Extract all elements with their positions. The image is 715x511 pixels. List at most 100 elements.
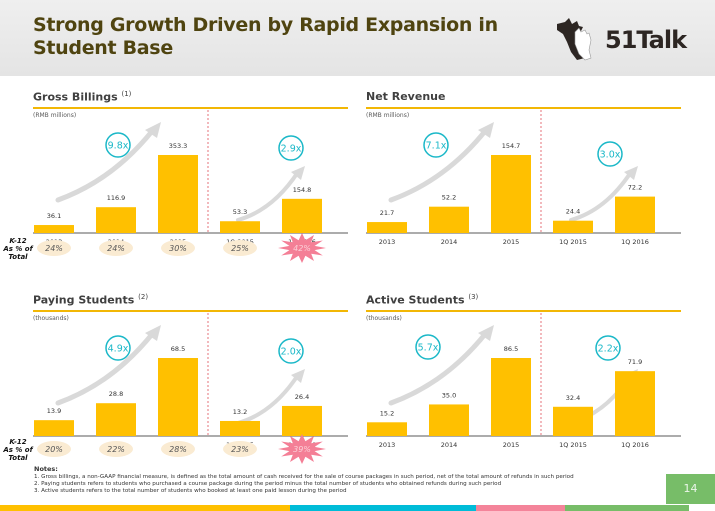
growth-multiplier-circle xyxy=(597,141,623,167)
chart-title-text: Net Revenue xyxy=(366,90,446,103)
x-tick-label: 2014 xyxy=(441,441,458,449)
slide-title: Strong Growth Driven by Rapid Expansion … xyxy=(33,14,498,60)
growth-arrow-quarterly xyxy=(236,170,300,222)
bar-1q-2016 xyxy=(615,371,655,436)
growth-multiplier-circle xyxy=(423,132,449,158)
k12-percent-badge xyxy=(161,240,195,256)
growth-arrow-annual xyxy=(55,127,156,203)
data-label: 13.2 xyxy=(233,408,247,416)
bar-2015 xyxy=(491,358,531,436)
chart-title-text: Paying Students xyxy=(33,293,135,307)
data-label: 154.7 xyxy=(502,142,521,150)
growth-multiplier-text: 2.0x xyxy=(281,347,302,358)
k12-percent-value: 20% xyxy=(45,445,63,454)
notes: Notes: 1. Gross billings, a non-GAAP fin… xyxy=(34,466,574,495)
chart-title: Net Revenue xyxy=(366,90,445,103)
title-rule xyxy=(366,310,681,312)
bar-2013 xyxy=(34,225,74,233)
bar-2014 xyxy=(429,404,469,436)
data-label: 32.4 xyxy=(566,394,580,402)
k12-percent-value: 22% xyxy=(107,445,125,454)
bar-1q-2015 xyxy=(553,220,593,233)
bar-1q-2016 xyxy=(282,405,322,436)
k12-percent-badge xyxy=(161,441,195,457)
bar-2014 xyxy=(96,207,136,233)
x-tick-label: 2013 xyxy=(379,441,396,449)
chart-title: Gross Billings (1) xyxy=(33,90,131,104)
logo: 51Talk xyxy=(555,18,715,62)
chart-panel-net-revenue: Net Revenue (RMB millions) 21.7 2013 52.2 2… xyxy=(366,90,706,280)
data-label: 353.3 xyxy=(169,142,188,150)
growth-arrow-head xyxy=(624,166,638,180)
bar-2015 xyxy=(491,155,531,233)
data-label: 72.2 xyxy=(628,184,642,192)
chart-unit: (thousands) xyxy=(366,315,402,322)
bar-2015 xyxy=(158,358,198,436)
highlight-starburst xyxy=(278,434,326,464)
bar-2013 xyxy=(34,420,74,436)
note-2: 2. Paying students refers to students wh… xyxy=(34,481,502,487)
growth-arrow-quarterly xyxy=(569,170,633,222)
k12-percent-highlight: 42% xyxy=(293,244,311,253)
k12-label-line: As % of xyxy=(3,446,33,454)
slide-header: Strong Growth Driven by Rapid Expansion … xyxy=(0,0,715,76)
k12-percent-highlight: 39% xyxy=(293,445,311,454)
k12-percent-badge xyxy=(37,441,71,457)
k12-percent-value: 24% xyxy=(107,244,125,253)
highlight-starburst xyxy=(278,233,326,263)
footnote-marker: (3) xyxy=(468,293,479,301)
growth-arrow-head xyxy=(145,325,161,341)
bar-1q-2015 xyxy=(220,420,260,436)
k12-percent-badge xyxy=(223,441,257,457)
growth-arrow-quarterly xyxy=(236,373,300,425)
data-label: 24.4 xyxy=(566,208,580,216)
x-tick-label: 1Q 2015 xyxy=(559,441,587,449)
x-tick-label: 1Q 2016 xyxy=(621,441,649,449)
chart-svg: 21.7 2013 52.2 2014 154.7 2015 24.4 1Q 2015 72.2… xyxy=(366,110,681,246)
data-label: 71.9 xyxy=(628,358,642,366)
growth-arrow-annual xyxy=(388,330,489,406)
k12-label-line: K-12 xyxy=(9,237,27,245)
growth-multiplier-text: 7.1x xyxy=(426,141,447,152)
k12-percent-value: 23% xyxy=(231,445,249,454)
chart-title-text: Gross Billings xyxy=(33,90,118,104)
data-label: 28.8 xyxy=(109,390,123,398)
slide-title-line-2: Student Base xyxy=(33,37,173,59)
growth-arrow-head xyxy=(291,369,305,383)
bar-2014 xyxy=(429,206,469,233)
k12-label-gross-billings: K-12 As % of Total xyxy=(2,237,34,261)
x-tick-label: 2013 xyxy=(379,238,396,246)
bottom-bar-segment xyxy=(689,505,715,511)
bar-2013 xyxy=(367,222,407,233)
growth-arrow-head xyxy=(145,122,161,138)
growth-multiplier-circle xyxy=(105,335,131,361)
x-tick-label: 2015 xyxy=(503,441,520,449)
bottom-bar-segment xyxy=(476,505,565,511)
growth-multiplier-text: 5.7x xyxy=(418,343,439,354)
notes-title: Notes: xyxy=(34,465,58,473)
chart-unit: (thousands) xyxy=(33,315,69,322)
growth-multiplier-text: 2.2x xyxy=(598,344,619,355)
growth-multiplier-text: 9.8x xyxy=(108,141,129,152)
chart-unit: (RMB millions) xyxy=(33,112,77,119)
growth-multiplier-circle xyxy=(595,335,621,361)
data-label: 36.1 xyxy=(47,212,61,220)
k12-label-line: Total xyxy=(8,253,28,261)
data-label: 53.3 xyxy=(233,208,247,216)
x-tick-label: 1Q 2015 xyxy=(559,238,587,246)
data-label: 154.8 xyxy=(293,186,312,194)
bar-1q-2016 xyxy=(615,196,655,233)
chart-unit: (RMB millions) xyxy=(366,112,410,119)
data-label: 116.9 xyxy=(107,194,126,202)
title-rule xyxy=(33,107,348,109)
bottom-bar-segment xyxy=(0,505,290,511)
growth-multiplier-circle xyxy=(415,334,441,360)
growth-multiplier-circle xyxy=(278,338,304,364)
chart-title-text: Active Students xyxy=(366,293,465,307)
growth-multiplier-circle xyxy=(105,132,131,158)
note-3: 3. Active students refers to the total n… xyxy=(34,488,347,494)
x-tick-label: 1Q 2016 xyxy=(621,238,649,246)
title-rule xyxy=(366,107,681,109)
chart-title: Paying Students (2) xyxy=(33,293,148,307)
k12-percent-badge xyxy=(99,240,133,256)
